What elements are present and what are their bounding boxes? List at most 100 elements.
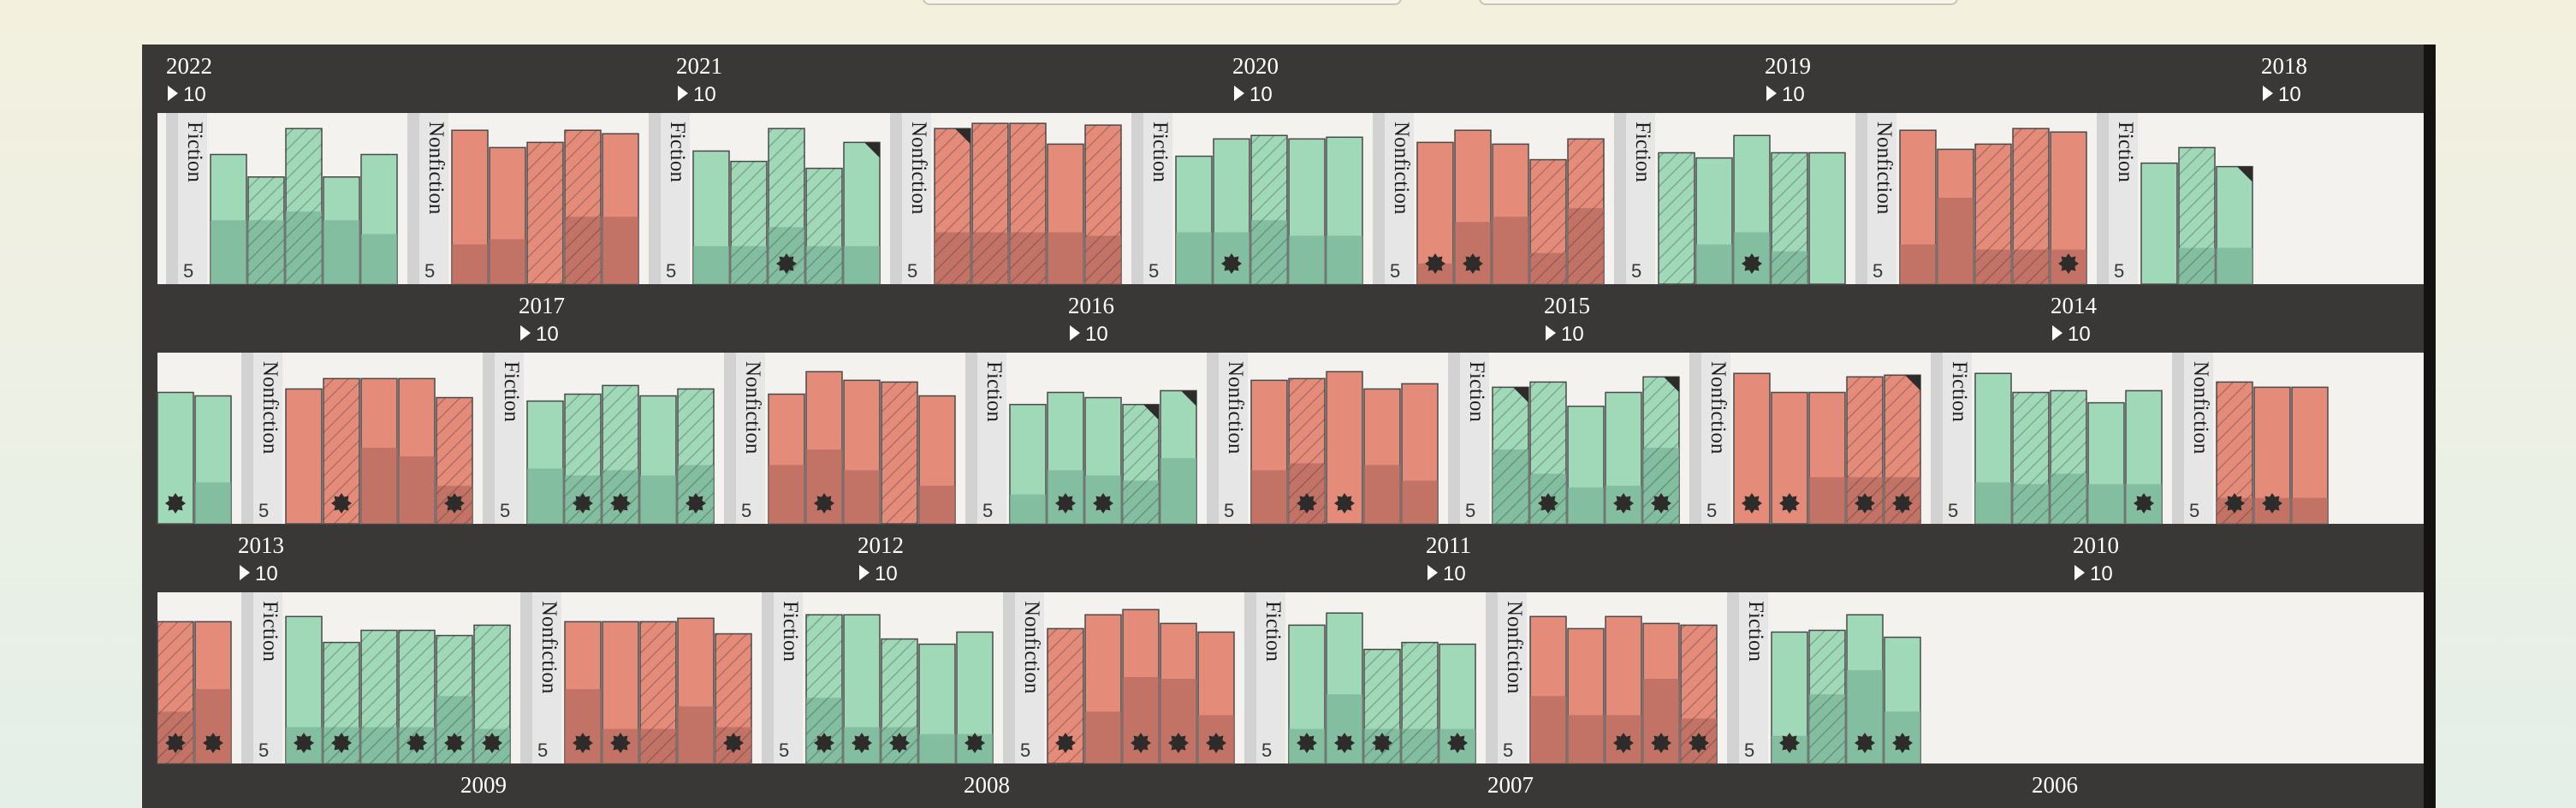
book-read-portion [1251,470,1287,524]
genre-label: Fiction [666,122,689,182]
shelf-separator [407,113,419,284]
scale-label-5: 5 [1465,500,1475,521]
book-read-portion [195,482,231,524]
genre-label: Nonfiction [1873,122,1896,215]
favorite-badge-icon [1855,493,1875,514]
favorite-badge-icon [776,253,797,274]
book-read-portion [490,239,525,284]
favorite-badge-icon [482,733,502,753]
genre-divider [1701,353,1730,524]
favorite-badge-icon [1892,493,1913,514]
scale-label-5: 5 [1706,500,1717,521]
genre-label: Nonfiction [1224,361,1247,454]
book-read-portion [1160,458,1196,524]
shelf-separator [1486,592,1498,763]
genre-divider [253,592,282,763]
genre-label: Fiction [2114,122,2137,182]
book-read-portion [919,485,955,524]
favorite-badge-icon [1334,733,1355,753]
favorite-badge-icon [2262,493,2282,514]
favorite-badge-icon [573,733,593,753]
book-spine[interactable] [1733,372,1771,525]
book-hatch [361,630,397,763]
favorite-badge-icon [814,493,834,514]
scale-label-5: 5 [258,500,269,521]
favorite-badge-icon [1206,733,1226,753]
book-read-portion [693,246,729,284]
shelf-separator [762,592,774,763]
book-hatch [527,142,563,284]
book-spine[interactable] [285,388,323,525]
book-read-portion [399,456,435,524]
book-read-portion [1327,235,1362,284]
favorite-badge-icon [407,733,427,753]
favorite-badge-icon [852,733,872,753]
genre-label: Fiction [779,601,802,662]
genre-label: Nonfiction [741,361,764,454]
genre-label: Nonfiction [1390,122,1413,215]
favorite-badge-icon [1055,733,1076,753]
genre-label: Nonfiction [537,601,561,694]
book-hatch [1809,630,1845,763]
genre-divider [977,353,1006,524]
favorite-badge-icon [1613,733,1634,753]
book-hatch [2179,147,2215,284]
favorite-badge-icon [1689,733,1709,753]
year-label: 2019 [1765,53,1811,79]
favorite-badge-icon [1297,493,1317,514]
year-label: 2018 [2261,53,2307,79]
favorite-badge-icon [686,493,706,514]
year-label: 2013 [238,532,284,558]
book-hatch [248,176,284,284]
scale-label-10: 10 [536,323,559,346]
scale-label-5: 5 [1744,740,1754,761]
genre-label: Fiction [1948,361,1971,422]
scale-label-5: 5 [1149,260,1159,282]
genre-divider [1219,353,1248,524]
book-hatch [565,130,601,284]
shelf-separator [649,113,661,284]
favorite-badge-icon [2058,253,2079,274]
shelf-separator [483,353,495,524]
genre-divider [1385,113,1414,284]
genre-label: Nonfiction [1706,361,1730,454]
scale-label-5: 5 [1261,740,1272,761]
favorite-badge-icon [203,733,223,753]
shelf-separator [2172,353,2184,524]
book-spine[interactable] [1808,152,1846,285]
scale-label-5: 5 [1390,260,1400,282]
book-read-portion [361,448,397,524]
play-marker-icon [1546,325,1556,341]
favorite-badge-icon [1651,733,1671,753]
scale-label-10: 10 [2278,83,2301,106]
panel-scroll-edge [2424,45,2436,808]
book-read-portion [1364,465,1400,524]
book-hatch [1530,159,1566,284]
book-read-portion [678,706,714,763]
book-spine[interactable] [2140,162,2178,285]
favorite-badge-icon [889,733,910,753]
scale-label-5: 5 [982,500,993,521]
scale-label-5: 5 [779,740,789,761]
genre-label: Fiction [258,601,282,662]
book-hatch [2051,390,2086,524]
favorite-badge-icon [331,493,352,514]
book-hatch [881,382,917,524]
book-read-portion [1809,477,1845,524]
book-read-portion [1975,482,2011,524]
genre-label: Fiction [1631,122,1654,182]
book-read-portion [844,246,880,284]
genre-label: Nonfiction [424,122,448,215]
shelf-separator [1131,113,1143,284]
favorite-badge-icon [2224,493,2245,514]
book-read-portion [769,465,804,524]
year-label: 2015 [1544,293,1590,318]
book-read-portion [1568,715,1604,763]
genre-divider [2184,353,2213,524]
scale-label-10: 10 [1085,323,1108,346]
play-marker-icon [1234,86,1244,101]
book-corner-flag-icon [1905,375,1920,391]
book-read-portion [1455,222,1491,284]
genre-divider [661,113,690,284]
